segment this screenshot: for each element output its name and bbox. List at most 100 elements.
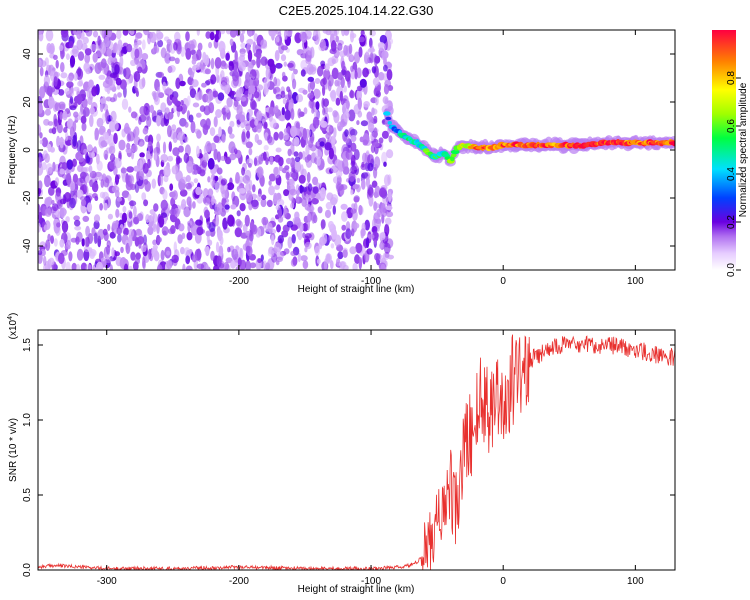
- heatmap-noise-blob: [82, 36, 89, 45]
- heatmap-noise-blob: [241, 167, 246, 176]
- heatmap-noise-blob: [185, 48, 192, 60]
- heatmap-noise-blob: [299, 184, 303, 194]
- heatmap-noise-blob: [201, 82, 207, 88]
- heatmap-noise-blob: [91, 151, 95, 159]
- heatmap-noise-blob: [337, 121, 343, 132]
- heatmap-noise-blob: [186, 95, 191, 106]
- heatmap-noise-blob: [382, 96, 389, 105]
- heatmap-noise-blob: [273, 166, 281, 179]
- heatmap-noise-blob: [275, 147, 282, 153]
- heatmap-noise-blob: [301, 197, 307, 208]
- heatmap-noise-blob: [381, 151, 388, 165]
- heatmap-noise-blob: [329, 30, 335, 38]
- snr-x-tick-label: -100: [361, 576, 381, 587]
- heatmap-noise-blob: [294, 160, 302, 173]
- heatmap-noise-blob: [80, 115, 87, 124]
- heatmap-noise-blob: [207, 176, 211, 183]
- heatmap-noise-blob: [171, 124, 177, 131]
- heatmap-noise-blob: [195, 186, 202, 196]
- heatmap-noise-blob: [227, 246, 231, 253]
- heatmap-noise-blob: [356, 120, 360, 126]
- heatmap-noise-blob: [115, 77, 122, 86]
- heatmap-noise-blob: [362, 67, 369, 78]
- heatmap-noise-blob: [319, 187, 327, 199]
- heatmap-noise-blob: [225, 106, 230, 113]
- heatmap-noise-blob: [218, 40, 225, 51]
- heatmap-noise-blob: [162, 81, 167, 92]
- heatmap-noise-blob: [336, 181, 341, 193]
- heatmap-noise-blob: [228, 141, 236, 154]
- heatmap-noise-blob: [82, 166, 90, 173]
- heatmap-noise-blob: [88, 79, 94, 88]
- heatmap-noise-blob: [142, 256, 146, 269]
- heatmap-noise-blob: [136, 213, 144, 222]
- heatmap-noise-blob: [139, 141, 144, 147]
- heatmap-noise-blob: [260, 254, 264, 262]
- heatmap-noise-blob: [332, 205, 336, 215]
- heatmap-noise-blob: [115, 208, 120, 218]
- heatmap-noise-blob: [66, 75, 74, 83]
- heatmap-noise-blob: [143, 234, 147, 246]
- heatmap-noise-blob: [81, 238, 85, 247]
- heatmap-noise-blob: [388, 191, 392, 202]
- heatmap-noise-blob: [95, 261, 104, 270]
- heatmap-noise-blob: [220, 155, 227, 162]
- heatmap-noise-blob: [268, 30, 276, 37]
- heatmap-noise-blob: [295, 94, 304, 103]
- heatmap-noise-blob: [229, 90, 236, 96]
- heatmap-noise-blob: [379, 187, 387, 198]
- heatmap-noise-blob: [221, 189, 228, 199]
- heatmap-noise-blob: [214, 57, 222, 69]
- heatmap-noise-blob: [71, 262, 77, 270]
- heatmap-noise-blob: [266, 134, 273, 144]
- heatmap-noise-blob: [61, 220, 69, 233]
- heatmap-trace-point: [387, 121, 392, 125]
- heatmap-noise-blob: [168, 141, 172, 152]
- heatmap-noise-blob: [386, 149, 394, 159]
- heatmap-noise-blob: [304, 241, 312, 250]
- heatmap-noise-blob: [366, 248, 373, 255]
- heatmap-noise-blob: [213, 116, 218, 128]
- heatmap-noise-blob: [227, 125, 233, 135]
- heatmap-noise-blob: [300, 255, 308, 262]
- heatmap-noise-blob: [281, 230, 289, 238]
- heatmap-noise-blob: [83, 249, 90, 262]
- heatmap-noise-blob: [277, 31, 282, 38]
- snr-y-multiplier: (x104): [7, 313, 19, 340]
- heatmap-noise-blob: [261, 194, 267, 201]
- heatmap-noise-blob: [333, 111, 340, 124]
- heatmap-noise-blob: [215, 241, 220, 253]
- heatmap-noise-blob: [348, 109, 356, 122]
- heatmap-noise-blob: [97, 228, 105, 240]
- heatmap-noise-blob: [53, 76, 58, 87]
- heatmap-noise-blob: [333, 127, 337, 138]
- heatmap-noise-blob: [257, 193, 262, 202]
- heatmap-noise-blob: [147, 226, 154, 236]
- heatmap-noise-blob: [366, 111, 373, 121]
- heatmap-noise-blob: [171, 96, 178, 104]
- heatmap-noise-blob: [339, 90, 343, 102]
- heatmap-noise-blob: [283, 61, 287, 67]
- heatmap-noise-blob: [343, 85, 348, 93]
- heatmap-noise-blob: [133, 42, 139, 49]
- heatmap-noise-blob: [59, 111, 63, 121]
- heatmap-noise-blob: [74, 225, 82, 231]
- heatmap-noise-blob: [110, 110, 117, 123]
- heatmap-noise-blob: [350, 53, 354, 61]
- heatmap-noise-blob: [306, 30, 312, 37]
- heatmap-noise-blob: [285, 171, 290, 181]
- heatmap-noise-blob: [191, 254, 197, 263]
- heatmap-noise-blob: [111, 247, 115, 258]
- heatmap-noise-blob: [149, 31, 157, 44]
- heatmap-noise-blob: [192, 201, 196, 209]
- heatmap-noise-blob: [101, 30, 105, 39]
- heatmap-noise-blob: [125, 173, 129, 185]
- heatmap-noise-blob: [327, 107, 333, 113]
- heatmap-noise-blob: [290, 108, 295, 120]
- heatmap-noise-blob: [280, 90, 286, 99]
- heatmap-noise-blob: [284, 109, 291, 121]
- heatmap-noise-blob: [189, 85, 194, 92]
- heatmap-noise-blob: [380, 263, 386, 270]
- heatmap-noise-blob: [297, 230, 303, 241]
- heatmap-noise-blob: [97, 35, 101, 46]
